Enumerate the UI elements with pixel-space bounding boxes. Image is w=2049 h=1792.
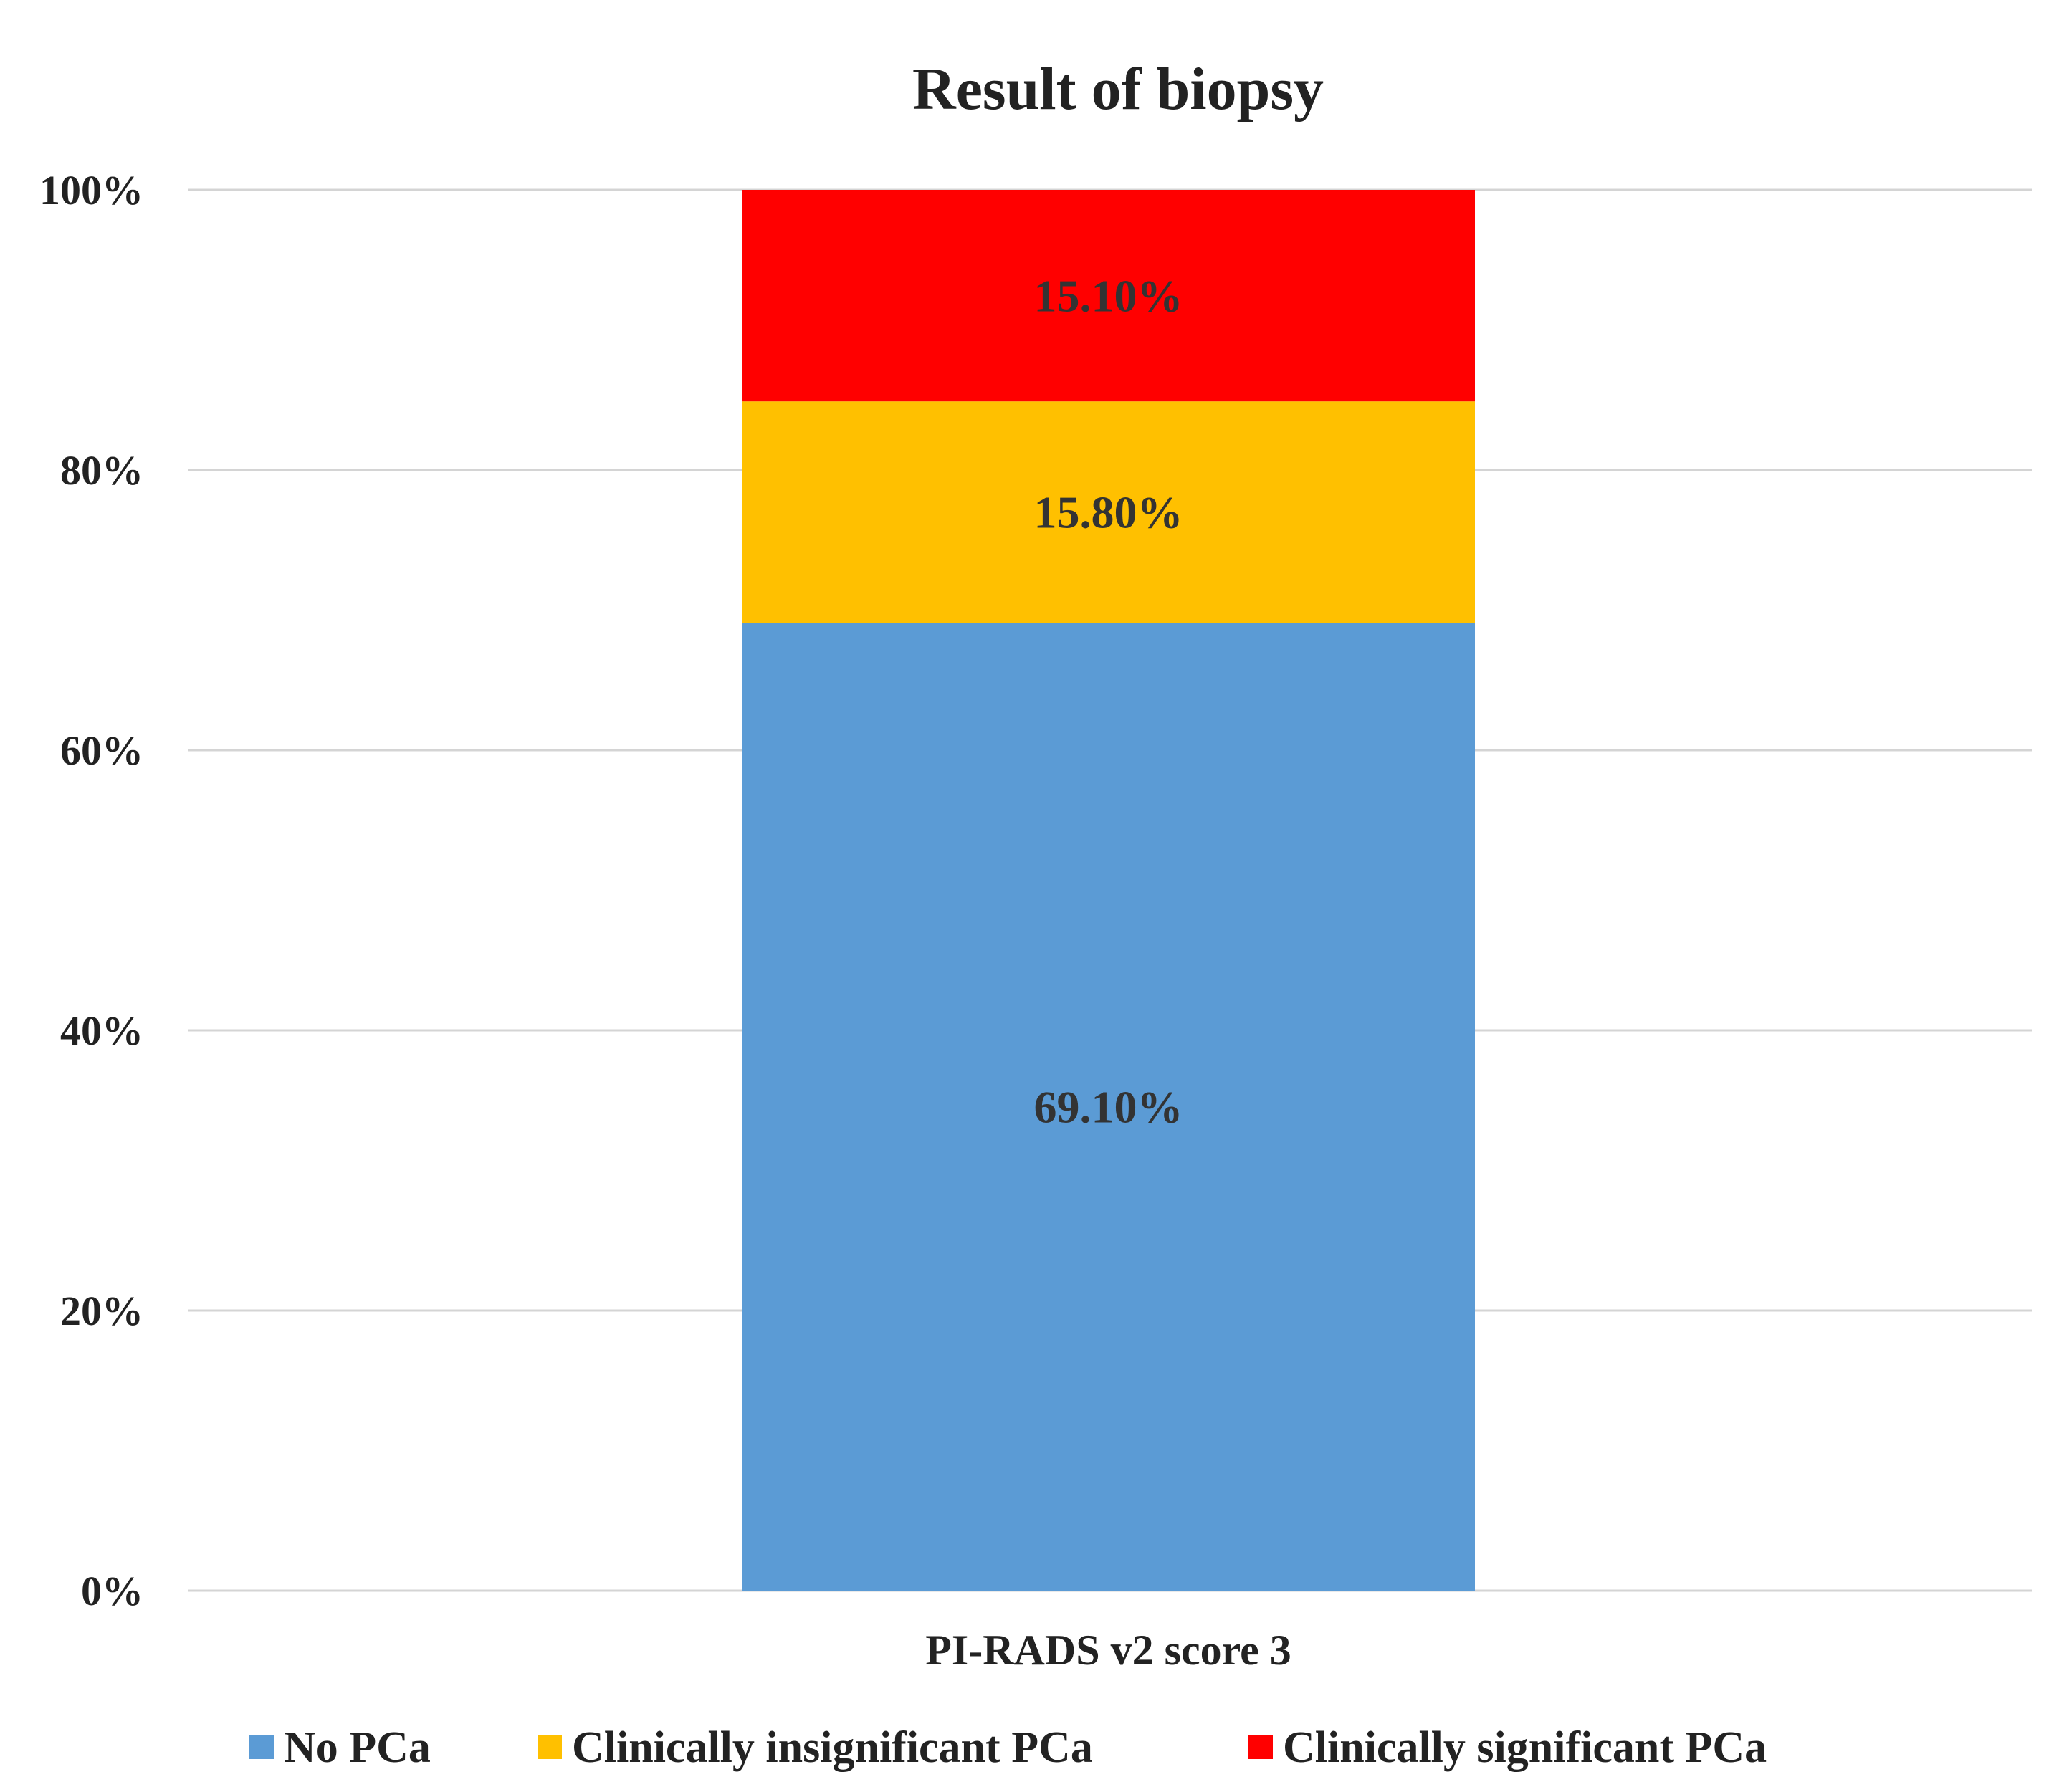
y-tick-label: 100% [39,167,143,214]
chart-title: Result of biopsy [912,56,1324,123]
legend-label: No PCa [284,1723,431,1772]
bar-segments [742,190,1475,1591]
y-tick-label: 0% [81,1568,143,1614]
y-tick-label: 60% [60,727,143,774]
bar-segment [742,401,1475,623]
x-axis-category-labels: PI-RADS v2 score 3 [925,1626,1291,1674]
data-label: 15.10% [1034,271,1183,322]
y-axis-tick-labels: 0% 20% 40% 60% 80% 100% [39,167,143,1614]
y-tick-label: 40% [60,1007,143,1054]
data-label: 69.10% [1034,1082,1183,1133]
y-tick-label: 80% [60,447,143,494]
data-labels: 69.10% 15.80% 15.10% [1034,271,1183,1133]
data-label: 15.80% [1034,487,1183,538]
legend: No PCa Clinically insignificant PCa Clinic… [249,1723,1767,1772]
legend-swatch [249,1735,274,1759]
category-label: PI-RADS v2 score 3 [925,1626,1291,1674]
bar-segment [742,190,1475,402]
y-tick-label: 20% [60,1288,143,1334]
legend-swatch [1248,1735,1273,1759]
bar-segment [742,623,1475,1591]
legend-label: Clinically insignificant PCa [572,1723,1093,1772]
legend-swatch [538,1735,562,1759]
legend-label: Clinically significant PCa [1283,1723,1767,1772]
